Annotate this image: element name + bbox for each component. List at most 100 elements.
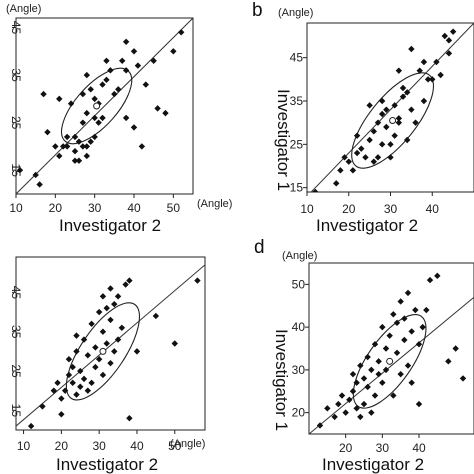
panel-a-data-point	[16, 167, 24, 174]
panel-a-data-point	[130, 124, 138, 131]
panel-a-x-tick-label: 20	[49, 201, 63, 215]
panel-d-y-unit-label: (Angle)	[282, 250, 317, 262]
panel-b-y-tick-label: 25	[290, 137, 304, 151]
panel-c: 15 25 35 45 10 20 30 40 50 (Angle) Investigator …	[9, 256, 206, 474]
panel-a-data-point	[154, 105, 161, 112]
panel-c-data-point	[152, 312, 160, 320]
panel-c-data-point	[80, 336, 88, 343]
panel-d-data-point	[371, 392, 379, 399]
panel-b-y-tick-label: 35	[290, 94, 304, 108]
panel-c-x-axis-label: Investigator 2	[56, 455, 158, 474]
panel-a-data-point	[83, 152, 90, 160]
panel-d-y-tick-label: 40	[292, 320, 306, 334]
panel-d-y-tick-label: 50	[292, 277, 306, 291]
panel-b-data-point	[383, 106, 390, 113]
panel-b-data-point	[370, 158, 377, 165]
panel-b-data-point	[445, 50, 453, 57]
panel-a-data-point	[40, 90, 47, 98]
panel-c-data-point	[99, 328, 107, 335]
panel-b-data-point	[378, 97, 386, 105]
panel-b-data-point	[408, 106, 415, 113]
panel-b-data-point	[312, 188, 319, 192]
panel-a-data-point	[170, 48, 177, 55]
panel-d-data-point	[408, 328, 415, 335]
panel-b-data-point	[374, 154, 382, 161]
panel-d-data-point	[401, 336, 408, 344]
panel-a-data-point	[32, 171, 39, 179]
panel-a-data-point	[134, 62, 142, 69]
panel-b-data-point	[378, 141, 386, 148]
panel-a-data-point	[56, 95, 63, 103]
panel-c-x-tick-label: 30	[92, 439, 106, 453]
panel-b-data-point	[387, 154, 394, 161]
panel-d-tag: d	[254, 237, 265, 258]
panel-d-data-point	[382, 366, 390, 374]
panel-d-data-point	[426, 276, 434, 284]
panel-b-x-tick-label: 20	[342, 202, 356, 216]
panel-d-data-point	[375, 370, 382, 378]
panel-d-data-point	[324, 405, 331, 412]
panel-a-data-point	[150, 57, 157, 65]
panel-a-data-point	[115, 86, 122, 93]
panel-d-data-point	[419, 323, 426, 331]
panel-c-data-point	[61, 387, 69, 394]
panel-d-confidence-ellipse	[352, 313, 427, 409]
panel-c-data-point	[126, 277, 133, 284]
panel-c-data-point	[73, 348, 80, 355]
panel-c-y-tick-label: 35	[9, 325, 23, 339]
panel-d-data-point	[316, 422, 324, 429]
panel-b-data-point	[341, 154, 348, 161]
panel-a-data-point	[178, 29, 185, 36]
panel-d-data-point	[360, 375, 368, 382]
panel-b-data-point	[395, 67, 403, 74]
panel-c-data-point	[171, 340, 178, 347]
panel-a-data-point	[79, 119, 87, 126]
panel-c-plot-frame	[15, 256, 206, 431]
panel-a-data-point	[142, 81, 149, 88]
panel-c-data-point	[92, 344, 99, 351]
panel-a-data-point	[103, 57, 110, 65]
panel-a-data-point	[122, 114, 130, 122]
panel-c-x-tick-label: 40	[130, 439, 144, 453]
panel-c-data-point	[58, 395, 65, 402]
panel-a-x-tick-label: 50	[167, 201, 181, 215]
panel-d-data-point	[375, 358, 382, 365]
panel-b-data-point	[404, 89, 411, 96]
panel-d-data-point	[335, 400, 342, 408]
panel-a-data-point	[91, 114, 98, 122]
panel-b-data-point	[353, 132, 361, 139]
panel-b-data-point	[345, 158, 352, 165]
panel-a-data-point	[79, 90, 87, 98]
panel-a-data-point	[83, 143, 90, 150]
panel-a-data-point	[75, 157, 83, 164]
panel-b-tag: b	[252, 0, 263, 21]
panel-b-data-point	[391, 102, 398, 109]
panel-b-y-tick-label: 45	[290, 51, 304, 65]
panel-b-data-point	[420, 58, 428, 66]
panel-a: (Angle) 15 25 35 45 10 20 30 40 50 (Angle) Inves…	[6, 3, 232, 235]
panel-b-data-point	[399, 84, 407, 92]
panel-c-data-point	[107, 359, 114, 367]
panel-c-data-point	[80, 375, 88, 383]
panel-d-data-point	[408, 379, 415, 386]
panel-b-data-point	[412, 119, 419, 126]
panel-c-data-point	[95, 356, 103, 363]
panel-b-data-point	[333, 180, 340, 187]
panel-b-data-point	[374, 119, 382, 126]
panel-b-x-tick-label: 40	[426, 202, 440, 216]
panel-c-data-point	[73, 332, 80, 339]
panel-a-x-tick-label: 40	[127, 201, 141, 215]
panel-a-data-point	[119, 57, 126, 65]
panel-d-x-tick-label: 30	[376, 441, 390, 455]
panel-d-y-tick-label: 20	[292, 406, 306, 420]
panel-c-data-point	[111, 348, 118, 355]
panel-a-data-point	[36, 181, 43, 188]
panel-a-data-point	[60, 143, 67, 150]
panel-c-data-point	[103, 304, 110, 312]
panel-c-data-point	[84, 352, 92, 359]
panel-d-data-point	[357, 413, 364, 421]
panel-d-data-point	[379, 379, 386, 386]
panel-b-data-point	[408, 45, 415, 53]
panel-c-x-tick-label: 20	[55, 439, 69, 453]
panel-d-data-point	[342, 409, 349, 416]
